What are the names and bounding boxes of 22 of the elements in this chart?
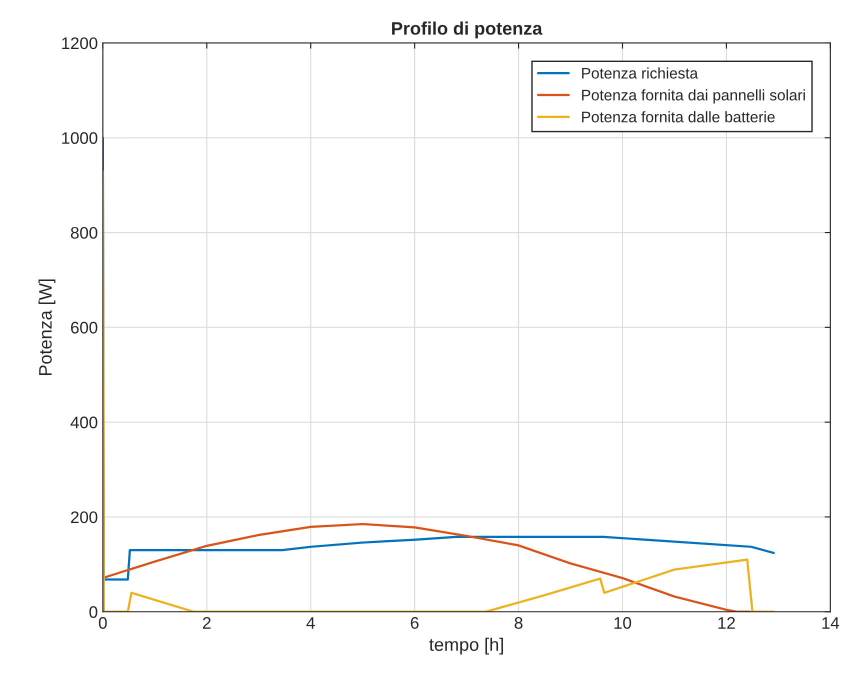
y-tick-label: 1000 (62, 132, 98, 144)
y-tick-label: 600 (71, 322, 98, 334)
x-axis-title: tempo [h] (429, 638, 503, 655)
x-tick-label: 12 (718, 617, 735, 629)
x-tick-label: 2 (202, 617, 211, 629)
line-series (102, 522, 751, 612)
y-tick-label: 800 (70, 226, 98, 239)
chart-title: Profilo di potenza (392, 22, 542, 38)
legend-label: Potenza fornita dai pannelli solari (582, 89, 805, 104)
y-tick-label: 200 (71, 511, 98, 524)
legend-label: Potenza richiesta (582, 67, 698, 79)
x-tick-label: 6 (410, 617, 419, 629)
x-tick-label: 10 (614, 617, 632, 629)
y-axis-title: Potenza [W] (38, 279, 56, 376)
y-tick-label: 0 (89, 606, 98, 618)
x-tick-label: 8 (514, 617, 522, 629)
y-tick-label: 400 (70, 416, 98, 428)
legend-label: Potenza fornita dalle batterie (582, 111, 775, 122)
y-tick-label: 1200 (62, 37, 98, 50)
x-tick-label: 0 (98, 617, 107, 629)
x-tick-label: 4 (306, 617, 315, 629)
x-tick-label: 14 (822, 617, 840, 629)
